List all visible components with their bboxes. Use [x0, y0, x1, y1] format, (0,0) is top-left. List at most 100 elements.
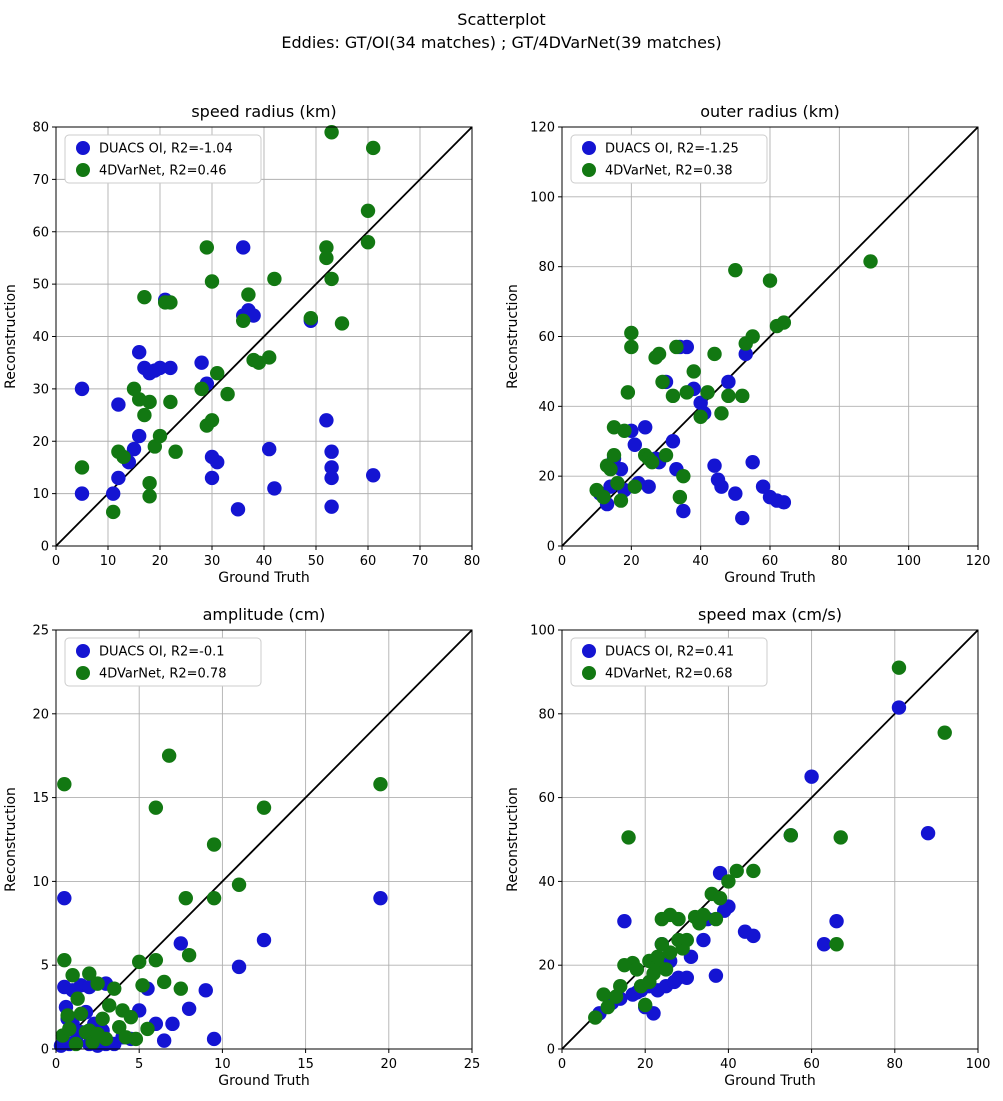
scatter-point-4dvarnet: [833, 830, 848, 845]
scatter-point-duacs: [236, 240, 251, 255]
scatter-point-duacs: [721, 374, 736, 390]
scatter-point-4dvarnet: [181, 947, 197, 963]
scatter-point-4dvarnet: [60, 1008, 75, 1023]
scatter-point-4dvarnet: [721, 388, 736, 404]
scatter-point-4dvarnet: [102, 998, 117, 1013]
legend-marker: [582, 644, 596, 658]
y-tick-label: 40: [538, 875, 555, 890]
x-tick-label: 0: [558, 1057, 566, 1072]
x-axis-label: Ground Truth: [724, 570, 815, 586]
scatter-point-4dvarnet: [712, 890, 728, 906]
scatter-point-duacs: [891, 700, 907, 715]
y-tick-label: 0: [41, 1043, 49, 1058]
scatter-point-4dvarnet: [669, 339, 684, 355]
legend-box: [64, 637, 262, 687]
scatter-point-duacs: [373, 890, 388, 906]
y-tick-label: 0: [547, 1043, 555, 1058]
x-tick-label: 20: [623, 554, 640, 569]
x-tick-label: 20: [637, 1057, 654, 1072]
x-tick-label: 100: [896, 554, 921, 569]
x-tick-label: 0: [558, 554, 566, 569]
legend-marker: [76, 644, 90, 658]
scatter-point-4dvarnet: [163, 295, 178, 310]
chart-canvas: 00 20 20 40 40 60 60 80 80 100 100 speed max (cm/s)…: [505, 605, 990, 1089]
legend-marker: [582, 666, 596, 680]
scatter-point-4dvarnet: [220, 386, 235, 402]
subplot-title: speed radius (km): [191, 102, 336, 121]
subplot-speed-max: 0 0 20 20 40 40 60 60 80 80 100 100 speed max (cm/s)…: [502, 593, 1003, 1098]
scatter-point-4dvarnet: [74, 460, 90, 475]
scatter-point-4dvarnet: [137, 290, 152, 305]
scatter-point-duacs: [198, 983, 213, 998]
scatter-point-duacs: [152, 360, 168, 376]
scatter-point-4dvarnet: [135, 978, 150, 993]
scatter-point-duacs: [707, 458, 722, 473]
legend-box: [570, 134, 768, 184]
scatter-point-4dvarnet: [142, 394, 157, 410]
scatter-point-4dvarnet: [891, 660, 907, 675]
y-tick-label: 5: [41, 959, 49, 974]
x-tick-label: 0: [52, 1057, 60, 1072]
x-tick-label: 20: [381, 1057, 398, 1072]
y-tick-label: 40: [538, 400, 555, 415]
legend-label: 4DVarNet, R2=0.46: [99, 164, 226, 179]
chart-canvas: 00 20 20 40 40 60 60 80 80 100 100 120 120 outer radi…: [505, 102, 990, 586]
scatter-point-4dvarnet: [262, 350, 277, 365]
scatter-point-4dvarnet: [236, 313, 251, 328]
scatter-point-duacs: [708, 968, 724, 983]
legend-marker: [582, 163, 596, 177]
x-tick-label: 80: [831, 554, 848, 569]
scatter-point-4dvarnet: [627, 479, 642, 494]
scatter-point-4dvarnet: [606, 448, 622, 463]
scatter-point-4dvarnet: [128, 1031, 144, 1047]
scatter-point-4dvarnet: [613, 978, 628, 994]
scatter-point-4dvarnet: [107, 981, 122, 996]
scatter-point-duacs: [194, 355, 209, 370]
scatter-point-4dvarnet: [596, 489, 611, 505]
scatter-point-4dvarnet: [783, 828, 798, 843]
scatter-point-4dvarnet: [334, 316, 350, 331]
scatter-point-duacs: [256, 932, 272, 948]
scatter-point-duacs: [679, 970, 694, 985]
scatter-point-duacs: [231, 959, 247, 975]
scatter-point-4dvarnet: [621, 830, 636, 845]
figure-title-line1: Scatterplot: [457, 10, 546, 29]
scatter-point-duacs: [111, 470, 126, 486]
x-tick-label: 20: [152, 554, 169, 569]
scatter-point-4dvarnet: [142, 475, 157, 491]
scatter-point-4dvarnet: [366, 140, 381, 156]
scatter-point-4dvarnet: [156, 974, 172, 990]
scatter-point-4dvarnet: [829, 937, 844, 952]
scatter-point-duacs: [206, 1031, 222, 1047]
x-tick-label: 40: [720, 1057, 737, 1072]
scatter-point-4dvarnet: [686, 364, 701, 379]
legend-label: DUACS OI, R2=-1.25: [605, 142, 739, 157]
scatter-point-4dvarnet: [70, 991, 85, 1006]
scatter-point-4dvarnet: [324, 271, 339, 287]
y-tick-label: 100: [530, 190, 555, 205]
scatter-point-4dvarnet: [672, 489, 688, 505]
scatter-point-4dvarnet: [206, 890, 222, 906]
y-tick-label: 25: [32, 624, 49, 639]
y-tick-label: 120: [530, 121, 555, 136]
scatter-point-duacs: [181, 1001, 197, 1016]
scatter-point-4dvarnet: [610, 475, 625, 491]
legend-box: [64, 134, 262, 184]
y-tick-label: 70: [32, 173, 49, 188]
scatter-point-4dvarnet: [62, 1021, 77, 1037]
scatter-point-duacs: [816, 937, 832, 952]
scatter-point-duacs: [132, 428, 147, 444]
scatter-point-4dvarnet: [603, 461, 618, 477]
scatter-point-4dvarnet: [90, 976, 105, 991]
scatter-point-4dvarnet: [241, 287, 256, 302]
scatter-point-4dvarnet: [617, 423, 632, 438]
y-tick-label: 20: [32, 707, 49, 722]
scatter-point-duacs: [57, 890, 72, 906]
scatter-point-4dvarnet: [256, 800, 272, 815]
scatter-point-duacs: [267, 481, 282, 496]
scatter-point-4dvarnet: [714, 406, 729, 421]
scatter-point-duacs: [696, 932, 711, 948]
scatter-point-4dvarnet: [671, 911, 686, 927]
scatter-point-duacs: [132, 345, 147, 360]
scatter-point-4dvarnet: [863, 254, 878, 269]
